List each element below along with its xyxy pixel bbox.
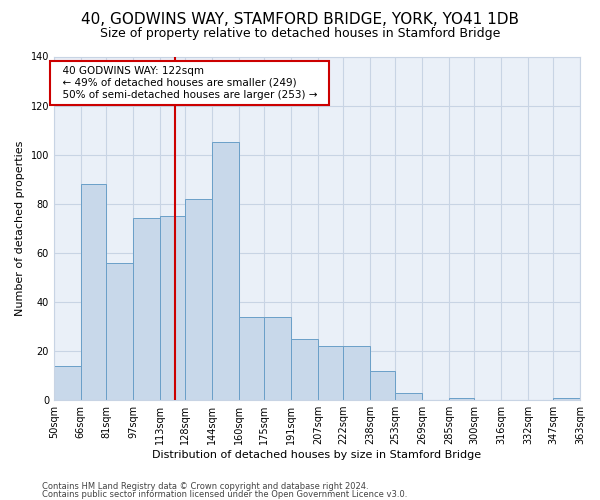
Bar xyxy=(449,398,474,400)
Bar xyxy=(553,398,580,400)
Bar xyxy=(212,142,239,400)
Text: 40, GODWINS WAY, STAMFORD BRIDGE, YORK, YO41 1DB: 40, GODWINS WAY, STAMFORD BRIDGE, YORK, … xyxy=(81,12,519,28)
Bar xyxy=(81,184,106,400)
Y-axis label: Number of detached properties: Number of detached properties xyxy=(15,140,25,316)
Bar xyxy=(264,316,291,400)
Bar xyxy=(343,346,370,400)
Bar xyxy=(106,262,133,400)
Bar xyxy=(291,338,318,400)
Bar xyxy=(395,392,422,400)
Text: 40 GODWINS WAY: 122sqm
  ← 49% of detached houses are smaller (249)
  50% of sem: 40 GODWINS WAY: 122sqm ← 49% of detached… xyxy=(56,66,323,100)
Bar xyxy=(54,366,81,400)
Text: Contains public sector information licensed under the Open Government Licence v3: Contains public sector information licen… xyxy=(42,490,407,499)
Bar xyxy=(239,316,264,400)
Bar xyxy=(185,199,212,400)
Bar xyxy=(160,216,185,400)
Text: Size of property relative to detached houses in Stamford Bridge: Size of property relative to detached ho… xyxy=(100,28,500,40)
Bar xyxy=(370,370,395,400)
Bar xyxy=(133,218,160,400)
Text: Contains HM Land Registry data © Crown copyright and database right 2024.: Contains HM Land Registry data © Crown c… xyxy=(42,482,368,491)
Bar xyxy=(318,346,343,400)
X-axis label: Distribution of detached houses by size in Stamford Bridge: Distribution of detached houses by size … xyxy=(152,450,482,460)
